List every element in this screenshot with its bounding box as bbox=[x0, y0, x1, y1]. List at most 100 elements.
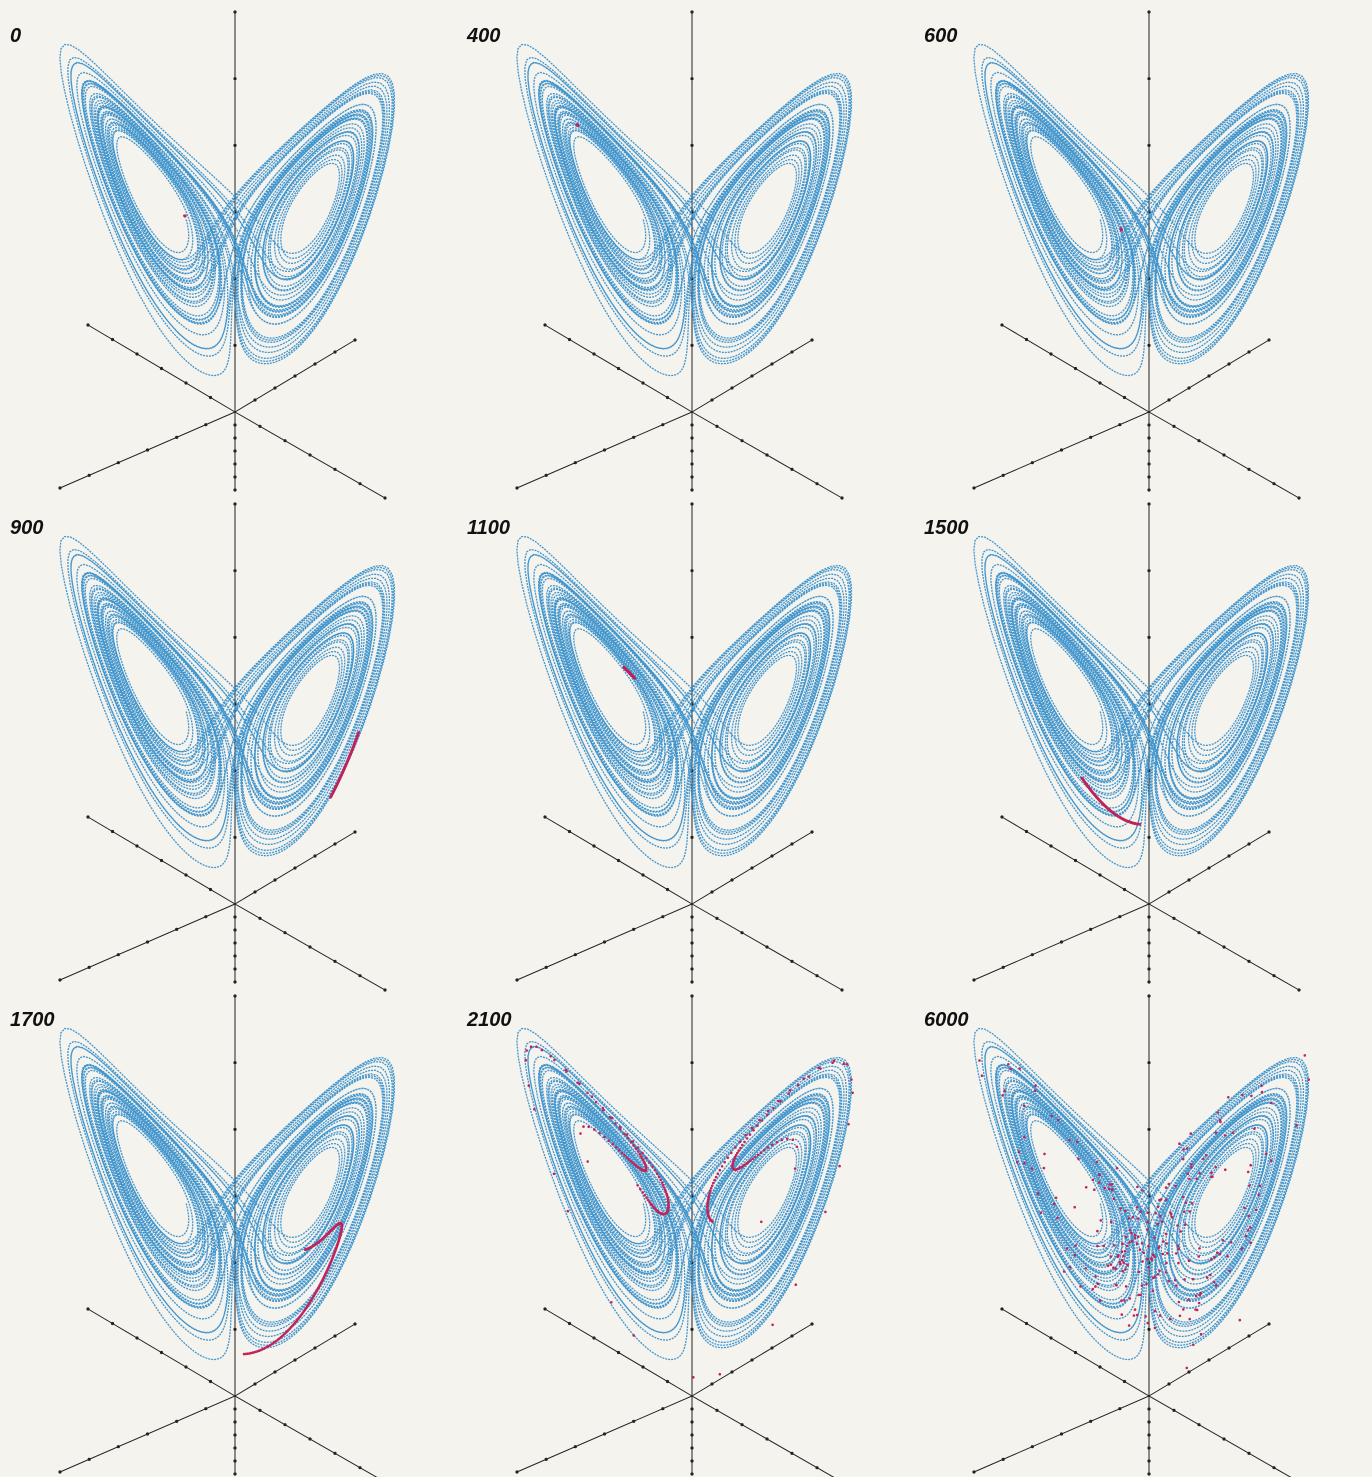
ensemble-point bbox=[609, 1116, 612, 1119]
ensemble-point bbox=[533, 1108, 536, 1111]
ensemble-point bbox=[1188, 1178, 1191, 1181]
axis-tick bbox=[1172, 425, 1175, 428]
ensemble-point bbox=[1209, 1274, 1212, 1277]
axis-tick bbox=[111, 1322, 114, 1325]
ensemble-point bbox=[1107, 1265, 1110, 1268]
axis-tick bbox=[1272, 974, 1275, 977]
ensemble-point bbox=[1232, 1132, 1235, 1135]
ensemble-point bbox=[1157, 1206, 1160, 1209]
axis-tick bbox=[283, 439, 286, 442]
axis-tick bbox=[690, 462, 693, 465]
axis-tick bbox=[790, 1334, 793, 1337]
ensemble-point bbox=[582, 1125, 585, 1128]
ensemble-point bbox=[1111, 1183, 1114, 1186]
ensemble-point bbox=[1146, 1322, 1149, 1325]
axis-tick bbox=[1147, 344, 1150, 347]
ensemble-point bbox=[603, 1136, 606, 1139]
axis-tick bbox=[815, 482, 818, 485]
axis-tick bbox=[1098, 1365, 1101, 1368]
ensemble-point bbox=[1176, 1224, 1179, 1227]
axis-tick bbox=[568, 830, 571, 833]
axis-tick bbox=[88, 474, 91, 477]
axis-tick bbox=[1167, 1382, 1170, 1385]
ensemble-point bbox=[1023, 1162, 1026, 1165]
ensemble-point bbox=[1119, 1263, 1122, 1266]
axis-tick bbox=[790, 468, 793, 471]
ensemble-point bbox=[1158, 1199, 1161, 1202]
ensemble-point bbox=[1167, 1280, 1170, 1283]
ensemble-point bbox=[1195, 1295, 1198, 1298]
axis-tick bbox=[545, 474, 548, 477]
ensemble-point bbox=[1191, 1202, 1194, 1205]
axis-tick bbox=[1147, 475, 1150, 478]
panel: 600 bbox=[924, 10, 1308, 499]
ensemble-point bbox=[1150, 1257, 1153, 1260]
ensemble-point bbox=[1154, 1310, 1157, 1313]
ensemble-point bbox=[1111, 1188, 1114, 1191]
ensemble-point bbox=[771, 1144, 774, 1147]
axis-tick bbox=[313, 854, 316, 857]
ensemble-point bbox=[1177, 1262, 1180, 1265]
ensemble-point bbox=[1247, 1229, 1250, 1232]
attractor bbox=[60, 1029, 395, 1360]
ensemble-point bbox=[1188, 1318, 1191, 1321]
ensemble-point bbox=[713, 1179, 716, 1182]
axis-tick bbox=[690, 994, 693, 997]
axis-tick bbox=[117, 461, 120, 464]
axis-tick bbox=[568, 338, 571, 341]
ensemble-point bbox=[1037, 1192, 1040, 1195]
ensemble-point bbox=[752, 1129, 755, 1132]
axis-tick bbox=[293, 374, 296, 377]
axis-tick bbox=[1147, 1433, 1150, 1436]
ensemble-point bbox=[1116, 1167, 1119, 1170]
ensemble-point bbox=[1009, 1068, 1012, 1071]
axis-tick bbox=[1207, 1358, 1210, 1361]
ensemble-point bbox=[1131, 1240, 1134, 1243]
ensemble-point bbox=[661, 1181, 664, 1184]
page: 040060090011001500170021006000 (() => { … bbox=[0, 0, 1372, 1477]
axis-tick bbox=[690, 502, 693, 505]
ensemble-point bbox=[549, 1055, 552, 1058]
axis-tick bbox=[1147, 836, 1150, 839]
ensemble-point bbox=[621, 1152, 624, 1155]
ensemble-point bbox=[1226, 1255, 1229, 1258]
ensemble-point bbox=[659, 1179, 662, 1182]
axis-tick bbox=[515, 486, 518, 489]
ensemble-point bbox=[1222, 1239, 1225, 1242]
axis-tick bbox=[1222, 1437, 1225, 1440]
ensemble-point bbox=[789, 1089, 792, 1092]
ensemble-point bbox=[737, 1149, 740, 1152]
ensemble-point bbox=[1147, 1245, 1150, 1248]
ensemble-point bbox=[1249, 1226, 1252, 1229]
ensemble-point bbox=[656, 1172, 659, 1175]
ensemble-point bbox=[1125, 1285, 1128, 1288]
axis-tick bbox=[1147, 1459, 1150, 1462]
ensemble-point bbox=[1113, 1198, 1116, 1201]
ensemble-point bbox=[1128, 1241, 1131, 1244]
ensemble-point bbox=[1219, 1253, 1222, 1256]
axis-tick bbox=[258, 917, 261, 920]
axis-tick bbox=[690, 915, 693, 918]
figure: 040060090011001500170021006000 bbox=[0, 0, 1372, 1477]
ensemble-point bbox=[1250, 1095, 1253, 1098]
ensemble-point bbox=[1165, 1186, 1168, 1189]
ensemble-point bbox=[1120, 1299, 1123, 1302]
ensemble-point bbox=[1128, 1229, 1131, 1232]
axis-tick bbox=[233, 502, 236, 505]
axis-tick bbox=[617, 859, 620, 862]
axis-tick bbox=[233, 1061, 236, 1064]
ensemble-point bbox=[1152, 1290, 1155, 1293]
ensemble-point bbox=[1146, 1221, 1149, 1224]
ensemble-point bbox=[637, 1150, 640, 1153]
ensemble-point bbox=[1084, 1267, 1087, 1270]
ensemble-point bbox=[610, 1301, 613, 1304]
axis-tick bbox=[86, 1307, 89, 1310]
ensemble-point bbox=[1165, 1271, 1168, 1274]
ensemble-point bbox=[1110, 1255, 1113, 1258]
axis-tick bbox=[209, 396, 212, 399]
ensemble-point bbox=[1136, 1242, 1139, 1245]
ensemble-point bbox=[1174, 1279, 1177, 1282]
panel: 1700 bbox=[10, 994, 394, 1477]
ensemble-point bbox=[719, 1373, 722, 1376]
axis-tick bbox=[1060, 940, 1063, 943]
